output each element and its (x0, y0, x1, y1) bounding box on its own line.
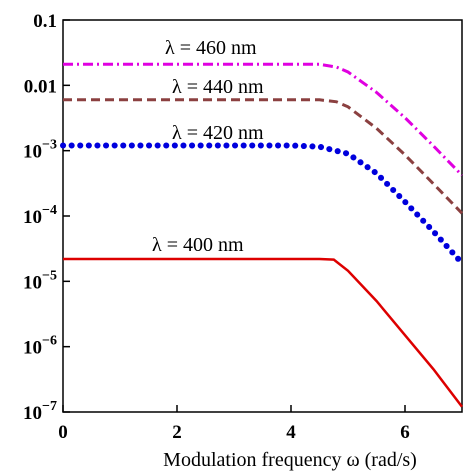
x-tick-label: 2 (172, 422, 182, 443)
series-line-1 (63, 98, 464, 215)
y-tick-label: 10−5 (23, 268, 57, 293)
series-line-0 (63, 62, 464, 177)
y-tick-label: 0.01 (24, 76, 57, 97)
series-line-2 (60, 142, 465, 267)
series-label-440: λ = 440 nm (172, 76, 264, 98)
series-label-460: λ = 460 nm (165, 37, 257, 59)
series-line-3 (63, 257, 463, 408)
x-tick-label: 0 (58, 422, 68, 443)
y-tick-label: 0.1 (33, 11, 57, 32)
y-tick-label: 10−6 (23, 334, 57, 359)
series-label-400: λ = 400 nm (152, 234, 244, 256)
y-tick-label: 10−3 (23, 138, 57, 163)
y-tick-label: 10−4 (23, 203, 57, 228)
x-tick-label: 6 (400, 422, 410, 443)
series-label-420: λ = 420 nm (172, 122, 264, 144)
series-layer (60, 62, 465, 408)
y-tick-label: 10−7 (23, 399, 57, 424)
x-tick-label: 4 (286, 422, 296, 443)
x-axis-label: Modulation frequency ω (rad/s) (163, 449, 417, 471)
ticks-layer: 0 2 4 6 0.1 0.01 10−3 10−4 10−5 10−6 10−7 (23, 11, 410, 443)
